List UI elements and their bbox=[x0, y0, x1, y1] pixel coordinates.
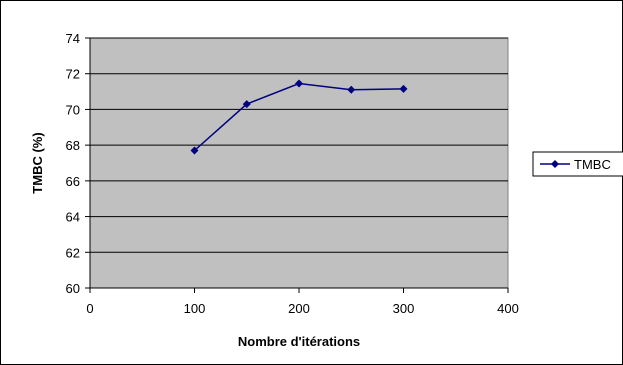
data-point bbox=[347, 85, 356, 94]
x-tick-label: 0 bbox=[86, 301, 93, 316]
tick-labels: 60 62 64 66 68 70 72 74 0 100 200 300 400 bbox=[66, 31, 519, 316]
y-tick-label: 62 bbox=[66, 245, 80, 260]
legend-label: TMBC bbox=[574, 157, 611, 172]
x-tick-label: 100 bbox=[184, 301, 206, 316]
x-tick-label: 300 bbox=[393, 301, 415, 316]
data-point bbox=[399, 84, 408, 93]
legend-marker bbox=[551, 160, 559, 168]
data-point bbox=[190, 146, 199, 155]
x-axis-label: Nombre d'itérations bbox=[238, 334, 360, 349]
y-tick-label: 74 bbox=[66, 31, 80, 46]
series-group bbox=[190, 79, 408, 155]
y-tick-label: 72 bbox=[66, 67, 80, 82]
y-tick-label: 64 bbox=[66, 210, 80, 225]
y-tick-label: 70 bbox=[66, 102, 80, 117]
data-point bbox=[242, 100, 251, 109]
y-tick-label: 68 bbox=[66, 138, 80, 153]
y-axis-label: TMBC (%) bbox=[30, 132, 45, 193]
x-tick-label: 200 bbox=[288, 301, 310, 316]
y-tick-label: 66 bbox=[66, 174, 80, 189]
legend: TMBC bbox=[532, 151, 623, 177]
plot-area bbox=[89, 37, 509, 289]
axes bbox=[85, 37, 509, 293]
data-point bbox=[295, 79, 303, 88]
y-tick-label: 60 bbox=[66, 281, 80, 296]
x-tick-label: 400 bbox=[497, 301, 519, 316]
